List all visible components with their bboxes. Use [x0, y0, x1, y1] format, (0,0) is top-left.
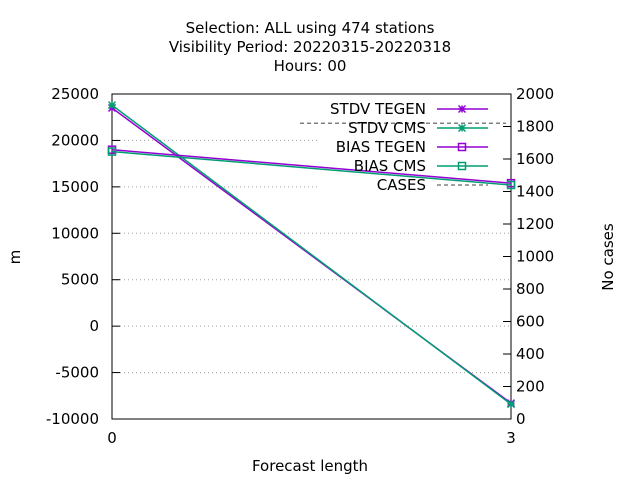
y2-axis-label: No cases — [599, 223, 617, 291]
chart-title: Selection: ALL using 474 stations Visibi… — [169, 19, 451, 75]
y2-tick-label: 1000 — [516, 248, 554, 266]
x-tick-label: 0 — [107, 429, 117, 447]
legend-marker-stdv-tegen — [457, 104, 467, 114]
y2-tick-label: 1400 — [516, 183, 554, 201]
y2-tick-label: 1200 — [516, 215, 554, 233]
legend-label-bias-tegen: BIAS TEGEN — [336, 138, 426, 156]
y-tick-label: 20000 — [51, 131, 99, 149]
y2-tick-label: 200 — [516, 378, 545, 396]
point-bias-cms — [107, 147, 117, 156]
legend-label-cases: CASES — [377, 176, 426, 194]
y-axis-label: m — [6, 250, 24, 265]
y-tick-label: 5000 — [61, 271, 99, 289]
y-tick-label: 25000 — [51, 85, 99, 103]
series-line-bias-cms — [111, 150, 512, 186]
x-tick-label: 3 — [506, 429, 516, 447]
legend-label-stdv-tegen: STDV TEGEN — [330, 100, 426, 118]
y-axis: -10000 -5000 0 5000 10000 15000 20000 25000 — [46, 85, 120, 428]
y2-tick-label: 1600 — [516, 150, 554, 168]
legend-marker-bias-cms — [457, 161, 467, 171]
y2-tick-label: 600 — [516, 313, 545, 331]
y2-tick-label: 0 — [516, 410, 526, 428]
y2-tick-label: 400 — [516, 345, 545, 363]
series-line-stdv-cms — [111, 104, 512, 405]
chart-title-line-2: Visibility Period: 20220315-20220318 — [169, 38, 451, 56]
legend-marker-bias-tegen — [457, 142, 467, 152]
legend-label-stdv-cms: STDV CMS — [348, 119, 426, 137]
point-bias-cms — [506, 180, 516, 190]
legend-marker-stdv-cms — [457, 123, 467, 133]
y2-tick-label: 2000 — [516, 85, 554, 103]
point-stdv-cms — [506, 400, 516, 409]
y-tick-label: 10000 — [51, 224, 99, 242]
point-stdv-cms — [107, 101, 117, 110]
series-bias-cms — [107, 147, 516, 190]
y-tick-label: 0 — [89, 317, 99, 335]
y-tick-label: -5000 — [55, 364, 99, 382]
x-axis-label: Forecast length — [252, 457, 368, 475]
grid — [112, 139, 511, 374]
chart-title-line-1: Selection: ALL using 474 stations — [186, 19, 435, 37]
y2-tick-label: 1800 — [516, 118, 554, 136]
y-tick-label: 15000 — [51, 178, 99, 196]
y2-tick-label: 800 — [516, 280, 545, 298]
chart-title-line-3: Hours: 00 — [274, 57, 347, 75]
series-line-bias-tegen — [111, 148, 512, 184]
y-tick-label: -10000 — [46, 410, 99, 428]
y2-axis: 0 200 400 600 800 1000 1200 1400 1600 1800 2000 — [503, 85, 554, 428]
series — [107, 101, 516, 409]
legend-label-bias-cms: BIAS CMS — [354, 157, 426, 175]
